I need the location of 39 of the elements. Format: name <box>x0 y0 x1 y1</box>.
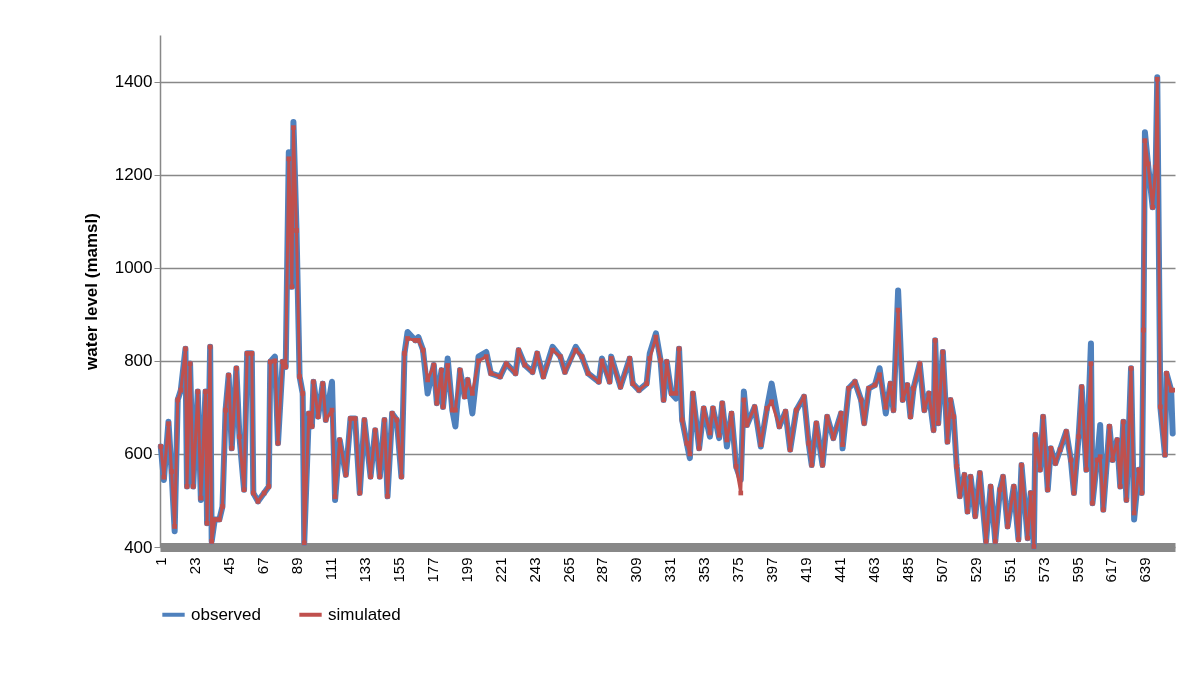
x-tick-label: 133 <box>355 557 373 583</box>
x-tick-label: 507 <box>932 557 950 583</box>
x-tick-label: 221 <box>491 557 509 583</box>
x-tick-label: 23 <box>186 557 204 575</box>
x-tick-label: 287 <box>593 557 611 583</box>
x-tick-label: 573 <box>1034 557 1052 583</box>
x-tick-label: 551 <box>1000 557 1018 583</box>
x-tick-label: 485 <box>898 557 916 583</box>
x-tick-label: 177 <box>423 557 441 583</box>
x-tick-label: 309 <box>627 557 645 583</box>
x-tick-label: 419 <box>797 557 815 583</box>
y-tick-label: 600 <box>124 444 153 464</box>
x-tick-label: 243 <box>525 557 543 583</box>
x-tick-label: 111 <box>321 557 339 581</box>
x-tick-label: 199 <box>457 557 475 583</box>
x-tick-label: 397 <box>763 557 781 583</box>
y-tick-label: 400 <box>124 537 153 557</box>
x-tick-label: 155 <box>389 557 407 583</box>
legend-label: observed <box>191 604 261 624</box>
x-tick-label: 441 <box>830 557 848 583</box>
y-tick-label: 800 <box>124 351 153 371</box>
x-tick-label: 639 <box>1136 557 1154 583</box>
y-tick-label: 1200 <box>114 165 153 185</box>
x-tick-label: 67 <box>254 557 272 575</box>
x-tick-label: 617 <box>1102 557 1120 583</box>
x-tick-label: 375 <box>729 557 747 583</box>
x-tick-label: 529 <box>966 557 984 583</box>
x-tick-label: 265 <box>559 557 577 583</box>
x-tick-label: 1 <box>152 557 170 566</box>
y-tick-label: 1000 <box>114 258 153 278</box>
y-axis-title: water level (mamsl) <box>81 213 101 371</box>
y-tick-label: 1400 <box>114 72 153 92</box>
x-tick-label: 89 <box>288 557 306 575</box>
x-tick-label: 45 <box>220 557 238 575</box>
x-tick-label: 595 <box>1068 557 1086 583</box>
legend-label: simulated <box>328 604 401 624</box>
x-tick-label: 463 <box>864 557 882 583</box>
x-tick-label: 353 <box>695 557 713 583</box>
x-tick-label: 331 <box>661 557 679 583</box>
